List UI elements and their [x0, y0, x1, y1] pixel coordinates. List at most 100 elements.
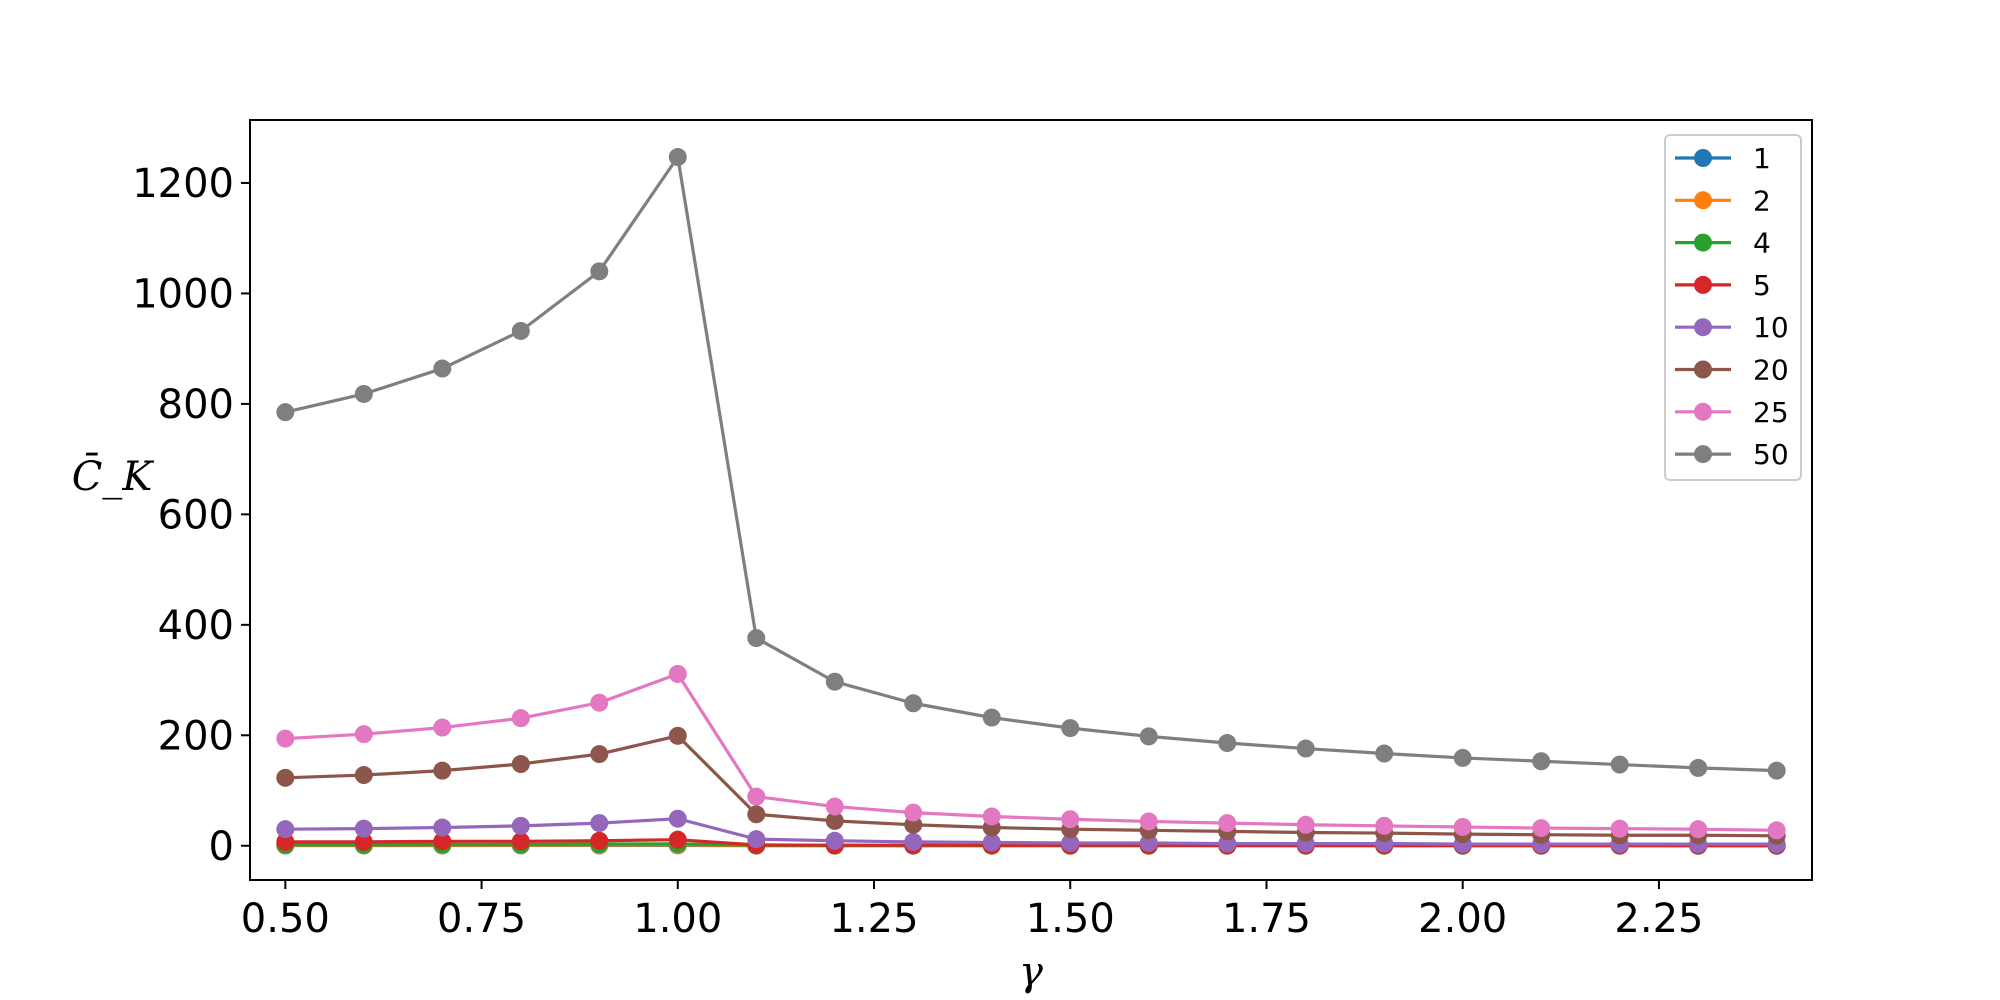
series-line: [285, 817, 1777, 846]
data-point: [511, 709, 530, 728]
series-25: [276, 664, 1786, 840]
legend-label: 20: [1753, 354, 1789, 387]
legend-label: 2: [1753, 184, 1771, 217]
x-tick-label: 0.50: [241, 896, 330, 942]
legend-label: 50: [1753, 438, 1789, 471]
legend-label: 4: [1753, 227, 1771, 260]
data-point: [433, 761, 452, 780]
data-point: [1610, 819, 1629, 838]
data-point: [1375, 744, 1394, 763]
data-point: [668, 726, 687, 745]
data-point: [433, 818, 452, 837]
data-point: [747, 787, 766, 806]
x-tick-label: 1.50: [1026, 896, 1115, 942]
data-point: [668, 148, 687, 167]
legend-label: 1: [1753, 142, 1771, 175]
series-50: [276, 148, 1786, 780]
data-point: [904, 832, 923, 851]
data-point: [433, 832, 452, 851]
legend-label: 25: [1753, 396, 1789, 429]
legend-item-10: 10: [1675, 311, 1789, 344]
data-point: [590, 745, 609, 764]
series-line: [285, 672, 1777, 832]
x-tick-label: 2.25: [1614, 896, 1703, 942]
y-axis-ticks: 0 200 400 600 800 1000 1200: [132, 161, 250, 870]
data-point: [1689, 758, 1708, 777]
data-point: [1061, 810, 1080, 829]
legend-marker: [1694, 275, 1712, 294]
data-point: [825, 831, 844, 850]
data-point: [433, 718, 452, 737]
data-point: [511, 321, 530, 340]
series-layer: [276, 148, 1786, 855]
data-point: [590, 831, 609, 850]
data-point: [668, 664, 687, 683]
legend-label: 10: [1753, 311, 1789, 344]
data-point: [1296, 815, 1315, 834]
x-tick-label: 1.00: [633, 896, 722, 942]
legend-items: 1 2 4 5 10 20 25 50: [1675, 142, 1789, 471]
data-point: [354, 725, 373, 744]
data-point: [1139, 833, 1158, 852]
data-point: [276, 403, 295, 422]
data-point: [276, 832, 295, 851]
data-point: [982, 833, 1001, 852]
data-point: [354, 819, 373, 838]
data-point: [747, 805, 766, 824]
data-point: [982, 807, 1001, 826]
data-point: [668, 830, 687, 849]
data-point: [276, 729, 295, 748]
legend-item-25: 25: [1675, 396, 1789, 429]
data-point: [747, 629, 766, 648]
data-point: [590, 262, 609, 281]
legend-marker: [1694, 318, 1712, 337]
y-tick-label: 400: [158, 603, 234, 649]
data-point: [825, 811, 844, 830]
legend-marker: [1694, 402, 1712, 421]
y-axis-label: C̄_K: [72, 453, 155, 500]
y-tick-label: 800: [158, 382, 234, 428]
legend-item-5: 5: [1675, 269, 1771, 302]
series-line: [284, 155, 1777, 773]
data-point: [1453, 748, 1472, 767]
data-point: [1610, 755, 1629, 774]
legend-item-2: 2: [1675, 184, 1771, 217]
x-tick-label: 0.75: [437, 896, 526, 942]
data-point: [1532, 819, 1551, 838]
legend-item-1: 1: [1675, 142, 1771, 175]
legend-marker: [1694, 445, 1712, 464]
data-point: [1375, 816, 1394, 835]
x-axis-ticks: 0.50 0.75 1.00 1.25 1.50 1.75 2.00 2.25: [241, 880, 1703, 942]
data-point: [1689, 820, 1708, 839]
legend-item-20: 20: [1675, 354, 1789, 387]
data-point: [825, 797, 844, 816]
x-tick-label: 1.75: [1222, 896, 1311, 942]
legend-label: 5: [1753, 269, 1771, 302]
data-point: [511, 816, 530, 835]
data-point: [433, 359, 452, 378]
x-tick-label: 2.00: [1418, 896, 1507, 942]
data-point: [276, 768, 295, 787]
data-point: [1767, 761, 1786, 780]
data-point: [668, 809, 687, 828]
data-point: [276, 820, 295, 839]
data-point: [1218, 734, 1237, 753]
data-point: [1532, 752, 1551, 771]
data-point: [982, 708, 1001, 727]
data-point: [1767, 821, 1786, 840]
x-tick-label: 1.25: [829, 896, 918, 942]
data-point: [1139, 727, 1158, 746]
data-point: [904, 694, 923, 713]
y-tick-label: 1200: [132, 161, 234, 207]
data-point: [1061, 833, 1080, 852]
legend-marker: [1694, 360, 1712, 379]
y-tick-label: 600: [158, 492, 234, 538]
legend-box: [1664, 134, 1802, 481]
legend-marker: [1694, 233, 1712, 252]
y-tick-label: 1000: [132, 271, 234, 317]
legend-item-4: 4: [1675, 227, 1771, 260]
legend-item-50: 50: [1675, 438, 1789, 471]
y-tick-label: 0: [209, 824, 234, 870]
data-point: [1296, 739, 1315, 758]
